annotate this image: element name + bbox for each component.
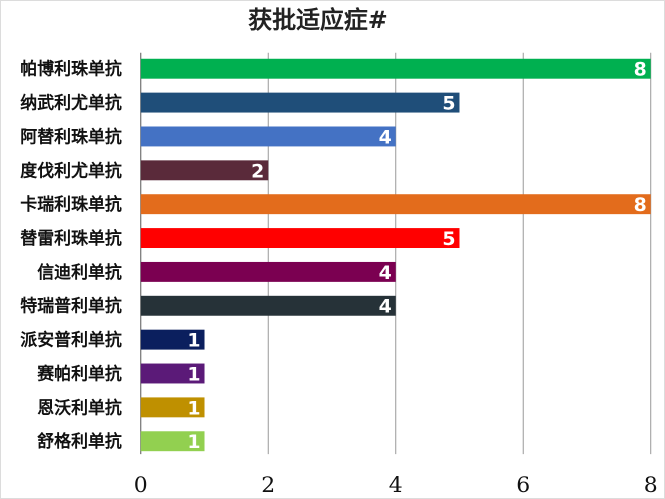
category-label: 特瑞普利单抗 bbox=[20, 296, 122, 316]
category-label: 纳武利尤单抗 bbox=[20, 93, 122, 113]
category-label: 赛帕利单抗 bbox=[36, 363, 122, 383]
bar bbox=[140, 329, 205, 350]
grid-lines bbox=[140, 52, 652, 455]
x-tick-label: 2 bbox=[261, 473, 275, 498]
data-label: 8 bbox=[634, 194, 647, 216]
bar bbox=[140, 194, 651, 215]
data-label: 1 bbox=[187, 431, 200, 453]
bar bbox=[140, 295, 396, 316]
data-label: 4 bbox=[379, 296, 392, 318]
category-label: 信迪利单抗 bbox=[37, 262, 122, 282]
data-label: 4 bbox=[379, 126, 392, 148]
data-label: 1 bbox=[187, 363, 200, 385]
category-label: 替雷利珠单抗 bbox=[20, 228, 122, 248]
bar bbox=[140, 431, 205, 452]
data-label: 8 bbox=[634, 59, 647, 81]
x-tick-label: 8 bbox=[644, 473, 658, 498]
data-label: 1 bbox=[187, 330, 200, 352]
category-label: 派安普利单抗 bbox=[20, 330, 122, 350]
x-tick-label: 0 bbox=[134, 473, 148, 498]
bar bbox=[140, 363, 205, 384]
category-label: 帕博利珠单抗 bbox=[20, 59, 122, 79]
category-label: 恩沃利单抗 bbox=[37, 397, 122, 417]
data-label: 2 bbox=[251, 160, 264, 182]
category-labels: 帕博利珠单抗纳武利尤单抗阿替利珠单抗度伐利尤单抗卡瑞利珠单抗替雷利珠单抗信迪利单… bbox=[20, 59, 122, 452]
x-tick-label: 4 bbox=[389, 473, 403, 498]
category-label: 舒格利单抗 bbox=[37, 431, 122, 451]
bar bbox=[140, 160, 269, 181]
bar bbox=[140, 261, 396, 282]
bars: 8 5 4 2 8 5 4 4 1 1 1 1 bbox=[140, 58, 651, 453]
x-axis-tick-labels: 0 2 4 6 8 bbox=[134, 473, 658, 498]
category-label: 卡瑞利珠单抗 bbox=[20, 194, 122, 214]
data-label: 1 bbox=[187, 397, 200, 419]
x-tick-label: 6 bbox=[516, 473, 530, 498]
data-label: 4 bbox=[379, 262, 392, 284]
bar bbox=[140, 126, 396, 147]
bar bbox=[140, 397, 205, 418]
category-label: 度伐利尤单抗 bbox=[20, 160, 122, 180]
bar bbox=[140, 58, 651, 79]
data-label: 5 bbox=[442, 228, 455, 250]
category-label: 阿替利珠单抗 bbox=[20, 126, 122, 146]
chart-title: 获批适应症# bbox=[248, 6, 387, 34]
bar bbox=[140, 92, 460, 113]
bar bbox=[140, 228, 460, 249]
data-label: 5 bbox=[442, 93, 455, 115]
